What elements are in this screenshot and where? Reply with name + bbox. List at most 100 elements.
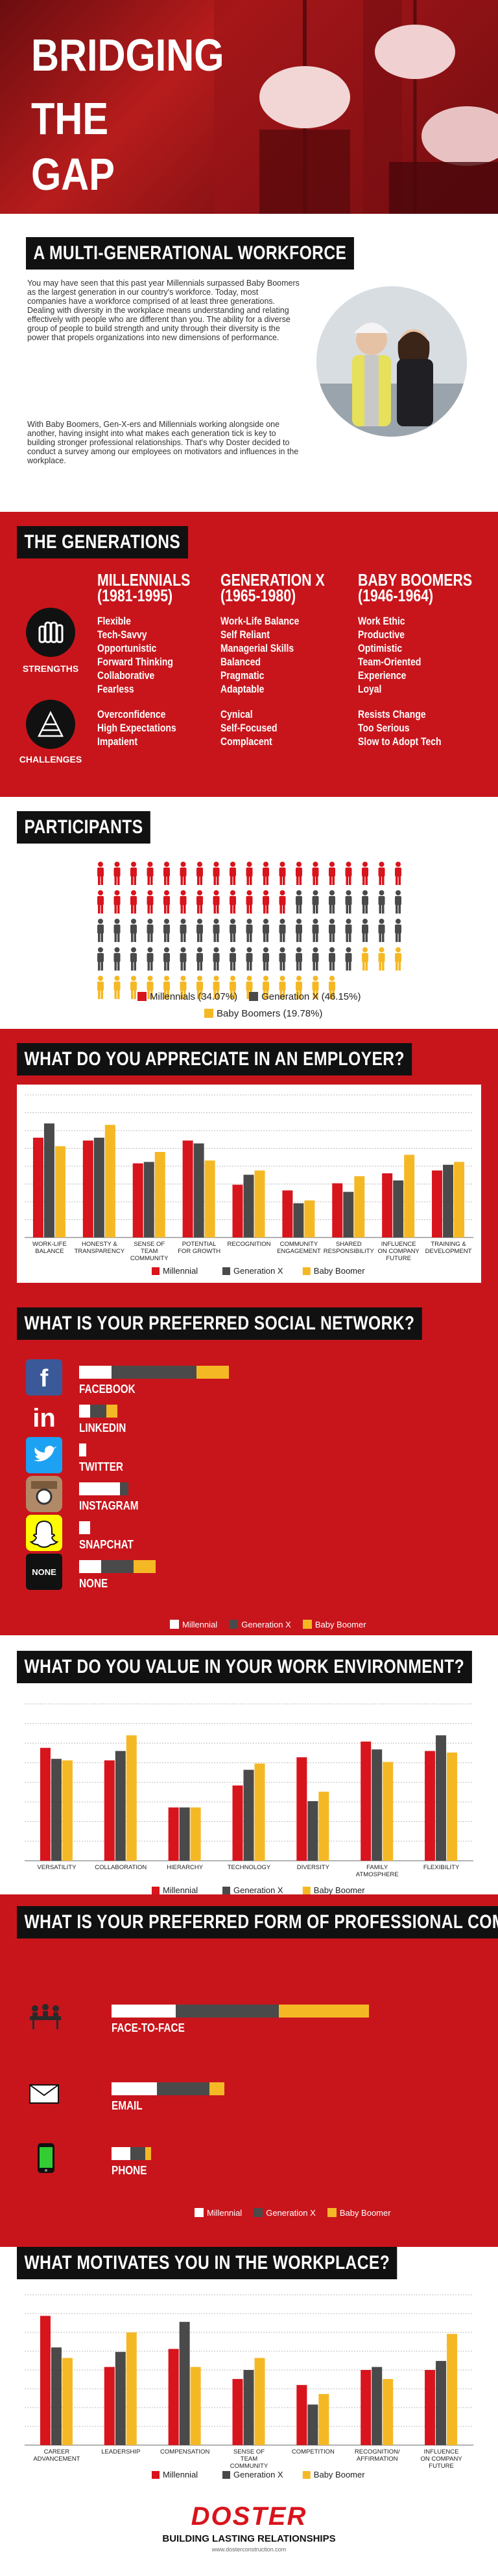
bar — [193, 1143, 204, 1237]
participant-figure — [279, 862, 286, 885]
stacked-bar-segment — [79, 1405, 90, 1418]
strength-item: Collaborative — [97, 669, 155, 682]
participant-figure — [113, 862, 121, 885]
participant-figure — [296, 947, 302, 971]
participant-figure — [395, 947, 401, 971]
communication-heading: WHAT IS YOUR PREFERRED FORM OF PROFESSIO… — [17, 1906, 498, 1938]
participants-legend-row-2: Baby Boomers (19.78%) — [204, 1008, 322, 1019]
category-label: INFLUENCE ON COMPANY FUTURE — [420, 2448, 462, 2470]
strength-item: Team-Oriented — [358, 656, 421, 668]
participant-figure — [362, 919, 368, 942]
category-label: COLLABORATION — [95, 1864, 147, 1871]
environment-chart-panel: VERSATILITY COLLABORATION HIERARCHY TECHNOL… — [17, 1694, 481, 1902]
stacked-bar-segment — [89, 1405, 106, 1418]
bar — [282, 1190, 293, 1237]
participant-figure — [312, 976, 319, 999]
participant-figure — [362, 947, 368, 971]
participant-figure — [279, 976, 286, 999]
participant-figure — [395, 919, 401, 942]
participant-figure — [263, 890, 269, 914]
category-label: COMPETITION — [292, 2448, 335, 2455]
strength-item: Opportunistic — [97, 642, 157, 654]
stacked-bar-segment — [209, 2082, 224, 2095]
participant-figure — [395, 890, 401, 914]
legend-label: Generation X — [233, 1266, 283, 1276]
footer-url: www.dosterconstruction.com — [211, 2546, 287, 2553]
bar — [51, 1758, 62, 1861]
bar — [232, 1184, 243, 1237]
bar — [293, 1203, 304, 1237]
category-label: SENSE OF TEAM COMMUNITY — [230, 2448, 268, 2470]
bar — [361, 1742, 372, 1861]
strength-item: Tech-Savvy — [97, 628, 147, 641]
participant-figure — [296, 976, 302, 999]
intro-heading: A MULTI-GENERATIONAL WORKFORCE — [26, 237, 354, 270]
bar — [154, 1152, 165, 1237]
millennials-years: (1981-1995) — [97, 586, 173, 605]
legend-label: Millennial — [163, 1266, 198, 1276]
strength-item: Fearless — [97, 683, 134, 695]
strength-item: Optimistic — [358, 642, 403, 654]
legend-genx-label: Generation X (46.15%) — [261, 991, 361, 1002]
participant-figure — [263, 919, 269, 942]
bar — [332, 1183, 343, 1237]
stacked-bar-segment — [145, 2147, 151, 2160]
participant-figure — [296, 919, 302, 942]
participant-figure — [147, 890, 154, 914]
strength-item: Loyal — [358, 683, 382, 695]
bar — [168, 1807, 179, 1861]
bar — [126, 2332, 137, 2445]
footer: DOSTER BUILDING LASTING RELATIONSHIPS ww… — [0, 2493, 498, 2576]
participant-figure — [329, 919, 335, 942]
bar — [93, 1138, 104, 1237]
category-label: SENSE OF TEAM COMMUNITY — [130, 1241, 169, 1262]
hero-title-line-2: THE — [31, 93, 108, 144]
participant-figure — [378, 890, 385, 914]
participant-figure — [345, 890, 352, 914]
participant-figure — [312, 947, 319, 971]
challenge-item: Impatient — [97, 735, 137, 748]
none-icon: NONE — [26, 1554, 65, 1590]
motivates-heading: WHAT MOTIVATES YOU IN THE WORKPLACE? — [17, 2247, 397, 2279]
participant-figure — [180, 947, 187, 971]
bar — [425, 1751, 436, 1861]
bar — [254, 1763, 265, 1861]
boomers-title: BABY BOOMERS — [358, 570, 473, 590]
participant-figure — [196, 862, 203, 885]
participant-figure — [312, 890, 319, 914]
participant-figure — [180, 919, 187, 942]
bar — [132, 1163, 143, 1237]
communication-legend: Millennial Generation X Baby Boomer — [195, 2208, 391, 2218]
challenge-item: Slow to Adopt Tech — [358, 735, 442, 748]
bar — [82, 1140, 93, 1237]
strengths-icon — [26, 608, 75, 657]
participant-figure — [230, 976, 236, 999]
challenges-label: CHALLENGES — [19, 754, 82, 765]
strength-item: Work Ethic — [358, 615, 405, 627]
linkedin-icon: in — [26, 1398, 65, 1434]
hero: BRIDGING THE GAP — [0, 0, 498, 214]
strengths-label: STRENGTHS — [22, 663, 79, 674]
legend-label: Baby Boomer — [314, 1266, 365, 1276]
stacked-bar-segment — [156, 2082, 209, 2095]
stacked-bar-segment — [196, 1366, 229, 1379]
participant-figure — [113, 976, 121, 999]
challenge-item: Cynical — [220, 708, 253, 720]
bar — [126, 1735, 137, 1861]
bar — [104, 2367, 115, 2445]
hero-background-scene — [214, 0, 498, 214]
intro-section: A MULTI-GENERATIONAL WORKFORCE You may h… — [0, 214, 498, 512]
participants-pictogram — [97, 862, 401, 999]
stacked-bar-segment — [79, 1443, 86, 1456]
legend-label: Generation X — [241, 1620, 291, 1629]
participant-figure — [213, 919, 220, 942]
challenge-item: Too Serious — [358, 722, 410, 734]
legend-item: Millennial — [170, 1620, 217, 1629]
stacked-bar-segment — [279, 2005, 370, 2018]
legend-millennials-label: Millennials (34.07%) — [150, 991, 238, 1002]
category-label: TRAINING & DEVELOPMENT — [425, 1241, 472, 1255]
participant-figure — [213, 890, 220, 914]
strength-item: Pragmatic — [220, 669, 265, 682]
bar — [393, 1180, 404, 1237]
legend-label: Generation X — [233, 2470, 283, 2479]
